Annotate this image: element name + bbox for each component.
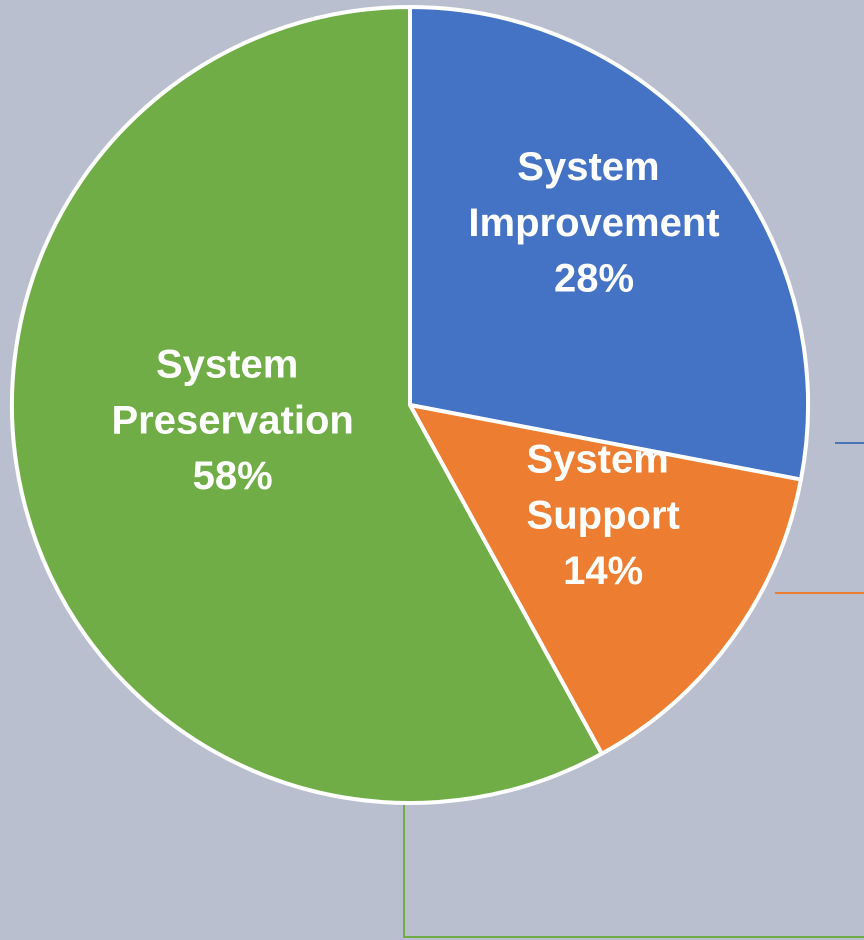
slice — [10, 5, 604, 805]
value-label: 58% — [193, 454, 273, 498]
slice-label: System Preservation — [111, 342, 353, 442]
leader-line — [403, 800, 864, 938]
value-label: 28% — [554, 256, 634, 300]
labels: System Improvement 28% System Support 14% Sy… — [111, 144, 719, 593]
slice-label: System Support — [526, 437, 679, 537]
slice-label: System Improvement — [468, 144, 719, 244]
slice — [408, 5, 810, 482]
pie — [10, 5, 810, 805]
value-label: 14% — [563, 549, 643, 593]
slice — [408, 403, 803, 756]
